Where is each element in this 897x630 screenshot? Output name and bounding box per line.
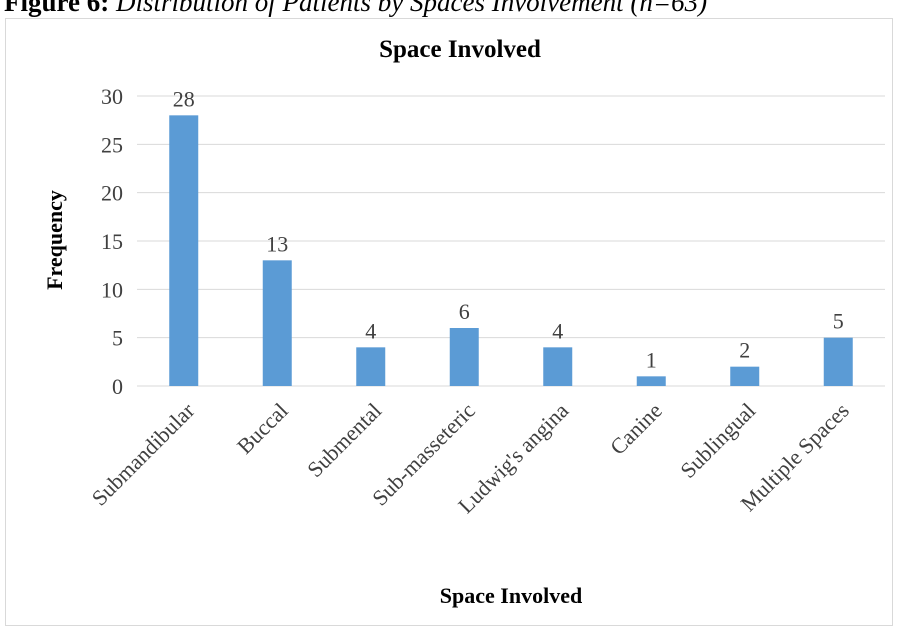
x-tick-label: Submandibular (87, 397, 200, 510)
data-label: 5 (833, 309, 844, 334)
y-tick-label: 15 (101, 229, 123, 254)
caption-label: Figure 6: (4, 0, 110, 17)
figure-caption: Figure 6: Distribution of Patients by Sp… (4, 0, 707, 18)
bar (449, 328, 479, 386)
y-tick-label: 0 (112, 374, 123, 399)
chart-frame (5, 18, 893, 626)
data-label: 4 (552, 318, 563, 343)
y-tick-label: 25 (101, 132, 123, 157)
y-axis-ticks: 0 5 10 15 20 25 30 (101, 84, 123, 399)
y-tick-label: 10 (101, 277, 123, 302)
data-label: 1 (646, 347, 657, 372)
chart-title: Space Involved (379, 36, 541, 63)
data-label: 2 (739, 338, 750, 363)
caption-text: Distribution of Patients by Spaces Invol… (115, 0, 708, 17)
bar (636, 376, 666, 386)
bar (262, 260, 292, 386)
x-axis-title: Space Involved (440, 583, 582, 608)
y-tick-label: 30 (101, 84, 123, 109)
bar (543, 347, 573, 386)
y-tick-label: 20 (101, 181, 123, 206)
data-label: 13 (266, 231, 288, 256)
y-axis-title: Frequency (42, 190, 67, 290)
bars (169, 115, 853, 386)
data-label: 28 (173, 86, 195, 111)
bar (169, 115, 199, 386)
x-tick-label: Submental (302, 398, 386, 482)
bar (730, 366, 760, 386)
bar (356, 347, 386, 386)
x-tick-label: Canine (605, 398, 667, 460)
y-tick-label: 5 (112, 326, 123, 351)
x-tick-label: Buccal (232, 398, 293, 459)
data-label: 6 (459, 299, 470, 324)
bar (823, 337, 853, 386)
gridlines (137, 95, 885, 387)
data-labels: 28 13 4 6 4 1 2 5 (173, 86, 844, 372)
x-tick-label: Sublingual (675, 398, 760, 483)
x-axis-ticks: Submandibular Buccal SubmentalSub-masseter… (87, 397, 854, 518)
data-label: 4 (365, 318, 376, 343)
